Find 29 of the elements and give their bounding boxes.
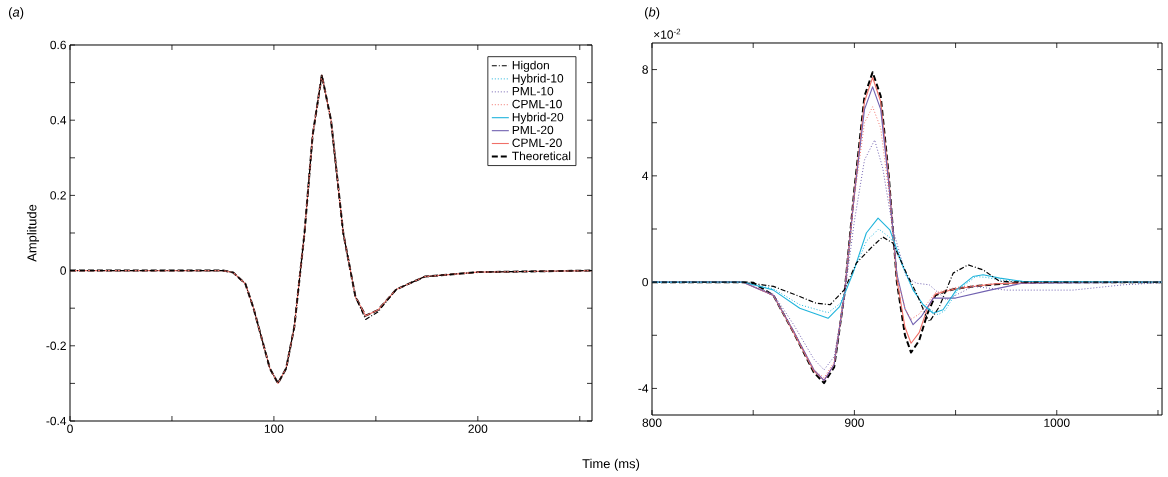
legend-label: CPML-20 (512, 138, 562, 148)
x-tick-label: 0 (67, 424, 73, 433)
x-tick-label: 1000 (1044, 418, 1070, 427)
legend-label: Hybrid-10 (512, 73, 564, 85)
x-axis-title: Time (ms) (582, 458, 640, 471)
x-tick-label: 100 (264, 424, 284, 433)
y-tick-label: 8 (642, 65, 648, 74)
legend-label: PML-10 (512, 86, 554, 96)
y-tick-label: -0.4 (46, 416, 67, 426)
chart-title: (b) (645, 7, 660, 20)
y-tick-label: 0 (60, 266, 67, 275)
legend-label: CPML-10 (512, 99, 562, 109)
chart-title: (a) (9, 7, 24, 20)
y-tick-label: 0 (642, 277, 649, 287)
x-tick-label: 800 (642, 418, 662, 427)
legend-label: Higdon (512, 60, 549, 72)
y-tick-label: 4 (642, 171, 649, 180)
y-tick-label: -4 (638, 384, 649, 393)
legend-label: Theoretical (512, 151, 571, 161)
y-tick-label: -0.2 (46, 341, 66, 351)
text: ×10$^{-2}$ (654, 28, 681, 39)
legend-label: Hybrid-20 (512, 112, 564, 124)
legend-label: PML-20 (512, 125, 554, 135)
x-tick-label: 200 (468, 424, 488, 433)
y-tick-label: 0.4 (50, 115, 67, 125)
y-axis-title: Amplitude (26, 204, 40, 262)
y-tick-label: 0.2 (50, 191, 66, 200)
y-tick-label: 0.6 (50, 40, 66, 50)
x-tick-label: 900 (844, 418, 864, 427)
